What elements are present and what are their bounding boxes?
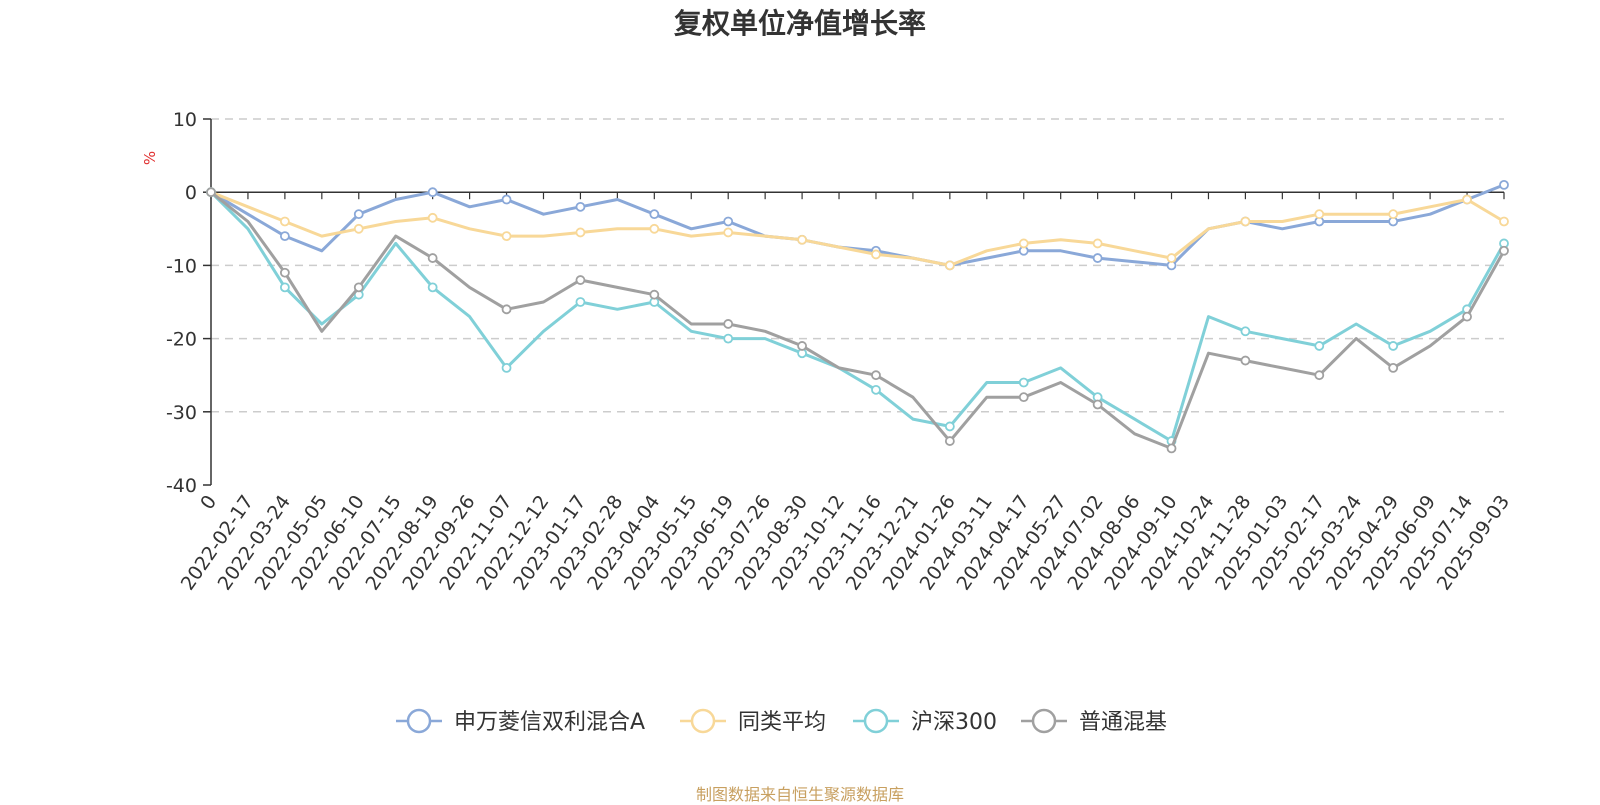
data-point — [797, 234, 807, 245]
data-point — [501, 194, 512, 205]
y-tick-label: -30 — [166, 402, 197, 424]
data-point — [575, 201, 586, 212]
series-line-3 — [210, 191, 1506, 450]
y-tick-label: -10 — [166, 255, 197, 277]
data-point — [723, 216, 734, 227]
y-tick-label: -40 — [166, 475, 197, 497]
data-point — [1462, 311, 1472, 322]
data-point — [279, 231, 290, 242]
data-point — [797, 341, 807, 351]
series-lines — [206, 179, 1509, 454]
data-point — [1166, 253, 1177, 263]
data-point — [1240, 216, 1251, 227]
legend-label: 申万菱信双利混合A — [454, 710, 645, 735]
data-point — [1462, 194, 1472, 205]
data-point — [871, 370, 881, 381]
y-axis-unit: % — [141, 151, 159, 165]
data-point — [1499, 216, 1509, 227]
legend-marker — [1031, 708, 1057, 734]
legend-marker — [406, 708, 432, 734]
data-point — [501, 362, 512, 373]
series-line-1 — [210, 190, 1505, 267]
data-point — [353, 209, 364, 220]
data-point — [1092, 238, 1103, 249]
legend-label: 同类平均 — [738, 710, 826, 735]
data-point — [279, 282, 290, 293]
chart-title: 复权单位净值增长率 — [673, 7, 926, 40]
data-point — [871, 384, 881, 395]
data-point — [723, 333, 734, 344]
data-point — [279, 267, 290, 278]
series-line-2 — [209, 191, 1506, 443]
data-point — [575, 297, 586, 307]
data-point — [649, 209, 660, 220]
data-point — [1166, 443, 1177, 454]
data-point — [1388, 209, 1399, 220]
data-point — [206, 187, 216, 198]
data-point — [944, 260, 955, 271]
axes: 100-10-20-30-40%02022-02-172022-03-24202… — [141, 109, 1514, 594]
data-point — [1240, 326, 1251, 337]
data-point — [1499, 179, 1509, 190]
legend: 申万菱信双利混合A 同类平均 沪深300 普通混基 — [396, 708, 1167, 735]
data-point — [353, 282, 364, 293]
data-point — [427, 187, 438, 198]
data-point — [353, 223, 364, 234]
y-tick-label: 10 — [173, 109, 197, 131]
data-point — [575, 227, 586, 238]
data-point — [1388, 341, 1399, 351]
legend-marker — [690, 708, 716, 734]
x-tick-label: 0 — [196, 491, 221, 514]
data-point — [427, 253, 438, 263]
y-tick-label: 0 — [185, 182, 197, 204]
data-point — [427, 282, 438, 293]
data-point — [871, 249, 881, 260]
data-point — [1314, 341, 1325, 351]
legend-label: 沪深300 — [911, 710, 997, 735]
data-source-note: 制图数据来自恒生聚源数据库 — [695, 785, 904, 804]
data-point — [1240, 355, 1251, 366]
legend-label: 普通混基 — [1079, 710, 1167, 735]
data-point — [944, 436, 955, 446]
data-point — [723, 227, 734, 238]
legend-marker — [863, 708, 889, 734]
data-point — [1092, 253, 1103, 263]
data-point — [1388, 362, 1399, 373]
y-tick-label: -20 — [166, 329, 197, 351]
grid-lines — [211, 118, 1504, 413]
data-point — [944, 421, 955, 432]
data-point — [1314, 209, 1325, 220]
data-point — [1018, 377, 1029, 388]
data-point — [1499, 245, 1509, 256]
data-point — [649, 289, 660, 300]
data-point — [427, 212, 438, 223]
data-point — [649, 223, 660, 234]
series-line-0 — [210, 183, 1505, 267]
data-point — [279, 216, 290, 227]
data-point — [575, 275, 586, 285]
data-point — [501, 304, 512, 315]
data-point — [501, 231, 512, 242]
data-point — [1314, 370, 1325, 381]
data-point — [1018, 392, 1029, 403]
data-point — [1092, 399, 1103, 410]
data-point — [723, 319, 734, 329]
data-point — [1018, 238, 1029, 249]
